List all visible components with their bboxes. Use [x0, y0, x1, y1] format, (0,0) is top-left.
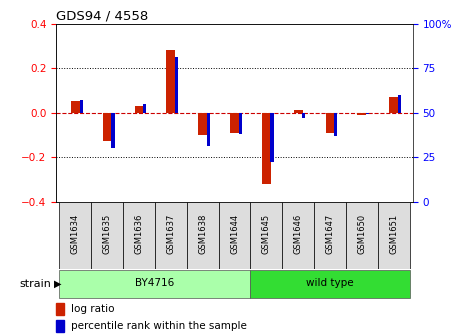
Bar [166, 50, 175, 113]
Bar [143, 104, 146, 113]
Bar [389, 97, 398, 113]
Text: GSM1637: GSM1637 [166, 214, 175, 254]
Bar [239, 113, 242, 134]
Text: GSM1646: GSM1646 [294, 214, 303, 254]
Bar [123, 202, 155, 269]
Bar [346, 202, 378, 269]
Bar [187, 202, 219, 269]
Bar [378, 202, 409, 269]
Bar [56, 321, 64, 332]
Bar [282, 202, 314, 269]
Bar [103, 113, 112, 141]
Text: GSM1634: GSM1634 [71, 214, 80, 254]
Text: GSM1645: GSM1645 [262, 214, 271, 254]
Bar [314, 202, 346, 269]
Bar [250, 270, 409, 298]
Bar [111, 113, 114, 148]
Bar [71, 101, 80, 113]
Text: GSM1644: GSM1644 [230, 214, 239, 254]
Bar [91, 202, 123, 269]
Bar [366, 113, 369, 114]
Bar [262, 113, 271, 184]
Bar [175, 57, 178, 113]
Bar [60, 270, 250, 298]
Bar [135, 106, 144, 113]
Bar [325, 113, 334, 133]
Text: percentile rank within the sample: percentile rank within the sample [70, 322, 246, 331]
Bar [219, 202, 250, 269]
Text: GSM1650: GSM1650 [357, 214, 366, 254]
Bar [271, 113, 273, 162]
Text: GSM1636: GSM1636 [135, 214, 144, 254]
Bar [60, 202, 91, 269]
Bar [56, 303, 64, 314]
Bar [198, 113, 207, 135]
Bar [398, 95, 401, 113]
Bar [357, 113, 366, 115]
Text: GSM1638: GSM1638 [198, 214, 207, 254]
Bar [230, 113, 239, 133]
Text: GSM1635: GSM1635 [103, 214, 112, 254]
Bar [303, 113, 305, 118]
Text: BY4716: BY4716 [136, 278, 174, 288]
Text: log ratio: log ratio [70, 304, 114, 313]
Text: ▶: ▶ [54, 279, 61, 289]
Bar [155, 202, 187, 269]
Text: wild type: wild type [306, 278, 354, 288]
Bar [294, 110, 303, 113]
Bar [80, 100, 83, 113]
Text: strain: strain [20, 279, 52, 289]
Bar [334, 113, 337, 136]
Text: GSM1651: GSM1651 [389, 214, 398, 254]
Text: GDS94 / 4558: GDS94 / 4558 [56, 9, 149, 23]
Bar [250, 202, 282, 269]
Text: GSM1647: GSM1647 [325, 214, 334, 254]
Bar [207, 113, 210, 146]
